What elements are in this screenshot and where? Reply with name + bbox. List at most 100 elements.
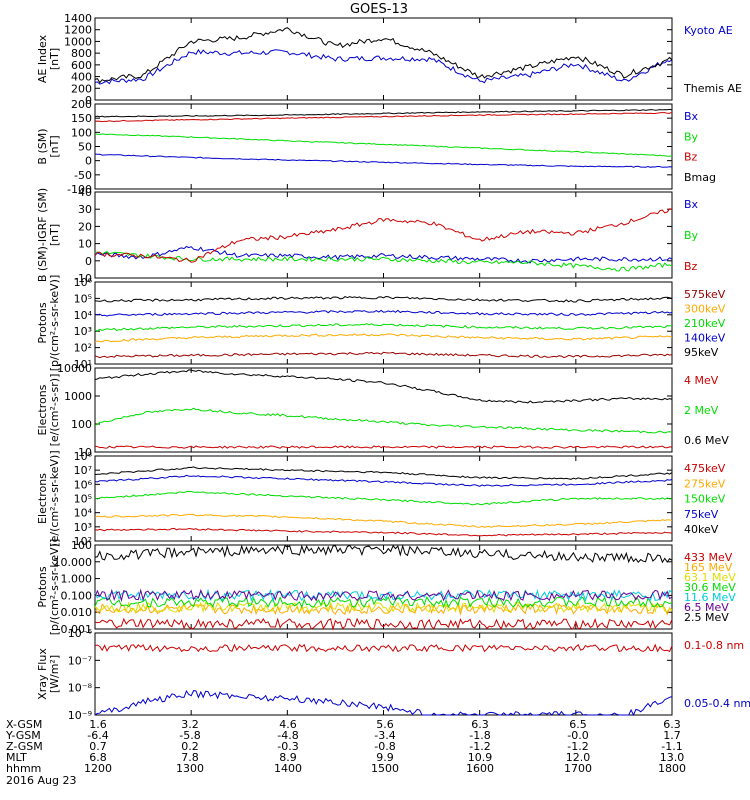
- y-tick-label: 10³: [74, 325, 92, 338]
- y-tick-label: 10000: [57, 362, 92, 375]
- footer-row-label: X-GSM: [6, 718, 42, 731]
- panel-frame: [94, 281, 673, 365]
- panel-frame: [94, 544, 673, 630]
- y-tick-label: 10: [78, 238, 92, 251]
- legend-entry: 275keV: [684, 477, 726, 490]
- y-tick-label: 10⁻⁶: [68, 627, 93, 640]
- series-themis-ae: [94, 27, 673, 84]
- y-axis-label: Protons: [36, 302, 49, 343]
- legend-entry: 4 MeV: [684, 374, 719, 387]
- y-tick-label: 0: [85, 94, 92, 107]
- y-axis-label: [e/(cm²-s-sr-keV)]: [48, 450, 61, 546]
- y-tick-label: 10⁴: [74, 507, 93, 520]
- footer-value: 3.2: [181, 718, 199, 731]
- y-tick-label: 1200: [64, 24, 92, 37]
- legend-entry: 63.1 MeV: [684, 571, 736, 584]
- y-tick-label: 0.100: [61, 589, 93, 602]
- y-tick-label: 1000: [64, 35, 92, 48]
- footer-value: -3.4: [374, 729, 395, 742]
- y-tick-label: 100: [71, 126, 92, 139]
- y-tick-label: 1400: [64, 12, 92, 25]
- y-tick-label: 40: [78, 186, 92, 199]
- legend-entry: Bmag: [684, 171, 716, 184]
- footer-value: 1500: [371, 762, 399, 775]
- y-tick-label: -50: [74, 169, 92, 182]
- legend-entry: By: [684, 130, 699, 143]
- series-by: [94, 251, 673, 272]
- y-tick-label: 10⁻⁸: [68, 682, 93, 695]
- legend-entry: 40keV: [684, 523, 719, 536]
- legend-entry: 2.5 MeV: [684, 611, 729, 624]
- y-tick-label: 200: [71, 98, 92, 111]
- y-tick-label: 10⁻⁹: [68, 709, 92, 722]
- footer-value: -0.3: [277, 740, 298, 753]
- series-210kev: [94, 323, 672, 332]
- y-tick-label: 600: [71, 59, 92, 72]
- y-tick-label: 100: [71, 418, 92, 431]
- footer-value: -1.2: [567, 740, 588, 753]
- series-95kev: [94, 295, 673, 303]
- footer-value: -4.8: [277, 729, 298, 742]
- y-axis-label: Xray Flux: [36, 648, 49, 700]
- y-tick-label: 10.000: [54, 556, 93, 569]
- y-tick-label: 50: [78, 141, 92, 154]
- y-tick-label: 800: [71, 47, 92, 60]
- series-75kev: [94, 474, 673, 487]
- y-tick-label: 10⁷: [74, 464, 92, 477]
- y-axis-label: [nT]: [48, 135, 61, 157]
- footer-date: 2016 Aug 23: [6, 774, 76, 787]
- y-tick-label: 10³: [74, 521, 92, 534]
- legend-entry: By: [684, 229, 699, 242]
- series-0-05-0-4-nm: [94, 690, 673, 717]
- legend-entry: 150keV: [684, 493, 726, 506]
- y-axis-label: [p/(cm²-s-sr-keV)]: [48, 539, 61, 636]
- footer-value: 1.6: [89, 718, 107, 731]
- y-axis-label: B (SM)-IGRF (SM): [36, 188, 49, 282]
- y-tick-label: -100: [67, 183, 92, 196]
- footer-value: 5.6: [376, 718, 394, 731]
- legend-entry: 475keV: [684, 462, 726, 475]
- footer-value: 6.3: [471, 718, 489, 731]
- legend-entry: 210keV: [684, 317, 726, 330]
- footer-value: -0.8: [374, 740, 395, 753]
- legend-entry: Bx: [684, 110, 699, 123]
- footer-value: 0.2: [181, 740, 199, 753]
- series-300kev: [94, 333, 673, 343]
- series-575kev: [94, 351, 673, 359]
- legend-entry: Bx: [684, 198, 699, 211]
- y-tick-label: 10⁶: [74, 276, 93, 289]
- footer-value: 1300: [176, 762, 204, 775]
- footer-value: 12.0: [566, 751, 591, 764]
- y-tick-label: 1000: [64, 390, 92, 403]
- legend-entry: 0.6 MeV: [684, 434, 729, 447]
- y-tick-label: 10⁸: [74, 450, 93, 463]
- y-tick-label: 100: [71, 539, 92, 552]
- footer-value: 4.6: [279, 718, 297, 731]
- series-6-5-mev: [94, 588, 673, 603]
- footer-value: 8.9: [279, 751, 297, 764]
- footer-row-label: Y-GSM: [5, 729, 41, 742]
- footer-value: -5.8: [179, 729, 200, 742]
- legend-entry: 300keV: [684, 303, 726, 316]
- legend-entry: 6.5 MeV: [684, 601, 729, 614]
- legend-entry: Kyoto AE: [684, 24, 733, 37]
- y-axis-label: AE Index: [36, 34, 49, 83]
- series-275kev: [94, 513, 673, 528]
- y-axis-label: Protons: [36, 566, 49, 607]
- y-tick-label: 0.001: [61, 623, 93, 636]
- series-kyoto-ae: [94, 48, 673, 85]
- y-tick-label: 0.010: [61, 606, 93, 619]
- y-tick-label: 200: [71, 82, 92, 95]
- panel-electrons_mev: 10 100 1000 10000 Electrons [e/(cm²-s-sr)] 4 M…: [36, 362, 729, 459]
- y-tick-label: 0: [85, 255, 92, 268]
- footer-value: 6.5: [569, 718, 587, 731]
- series-2-mev: [94, 407, 673, 434]
- series-433-mev: [94, 617, 673, 631]
- y-tick-label: 400: [71, 71, 92, 84]
- footer-value: -1.2: [469, 740, 490, 753]
- y-axis-label: Electrons: [36, 384, 49, 435]
- footer-row-label: hhmm: [6, 762, 41, 775]
- series-40kev: [94, 466, 673, 480]
